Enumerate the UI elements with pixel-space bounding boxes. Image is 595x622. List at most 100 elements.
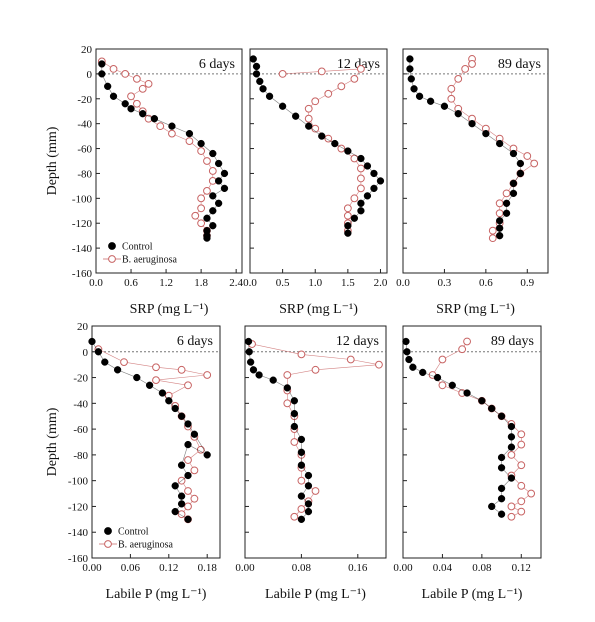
control-point [88, 337, 96, 346]
control-point [290, 422, 299, 431]
y-tick-label: -40 [77, 119, 92, 131]
control-point [297, 448, 306, 456]
control-point [292, 112, 300, 120]
plot-frame [95, 48, 243, 274]
control-point [104, 82, 112, 90]
x-tick-label: 0.12 [512, 562, 531, 574]
treatment-point [517, 481, 526, 490]
control-point [214, 177, 223, 185]
treatment-point [184, 487, 192, 495]
control-point [139, 110, 147, 118]
plot-frame [249, 48, 388, 274]
treatment-point [304, 114, 313, 123]
x-tick-label: 0.00 [82, 562, 102, 574]
control-point [509, 149, 518, 158]
control-point [344, 222, 352, 230]
control-point [433, 373, 442, 382]
x-tick-label: 0.0 [89, 277, 103, 289]
treatment-point [297, 350, 306, 359]
y-axis-title-top: Depth (mm) [45, 126, 60, 195]
x-tick-label: 0.16 [348, 562, 368, 574]
plot-frame [244, 325, 387, 559]
treatment-point [337, 144, 346, 153]
treatment-point [297, 476, 306, 485]
treatment-series-line [450, 59, 535, 239]
control-point [409, 363, 417, 371]
y-tick-label: 0 [87, 69, 93, 81]
x-tick-label: 1.5 [341, 277, 355, 289]
control-point [426, 97, 435, 105]
control-series-line [248, 341, 309, 520]
treatment-point [191, 211, 200, 220]
control-point [507, 422, 516, 431]
control-point [463, 389, 471, 397]
control-point [252, 70, 261, 78]
treatment-point [203, 157, 211, 165]
treatment-point [132, 74, 141, 83]
control-point [363, 162, 372, 170]
control-point [184, 515, 192, 523]
treatment-point [311, 365, 320, 374]
control-series-line [405, 341, 512, 515]
treatment-point [502, 189, 511, 198]
control-point [185, 129, 194, 138]
treatment-point [375, 360, 383, 369]
treatment-point [184, 456, 192, 464]
legend: Control B. aeruginosa [99, 527, 174, 551]
treatment-point [121, 69, 130, 78]
x-tick-label: 0.12 [159, 562, 178, 574]
control-point [488, 404, 496, 413]
control-point [127, 105, 135, 113]
control-point [252, 62, 261, 71]
treatment-point [278, 69, 287, 78]
control-point [98, 70, 106, 78]
control-point [344, 147, 352, 155]
legend-treatment-marker [104, 540, 112, 548]
treatment-point [311, 97, 320, 106]
control-point [101, 358, 109, 366]
treatment-point [311, 487, 320, 495]
control-point [145, 381, 154, 389]
treatment-point [144, 79, 153, 88]
y-tick-label: 0 [83, 347, 89, 359]
control-point [246, 358, 255, 366]
control-point [406, 65, 414, 73]
treatment-point [507, 450, 516, 459]
treatment-point [152, 363, 160, 372]
control-point [497, 495, 506, 503]
treatment-point [156, 122, 165, 131]
control-point [94, 348, 103, 356]
control-point [497, 464, 506, 472]
treatment-point [350, 194, 359, 203]
control-point [507, 433, 516, 441]
treatment-point [109, 65, 118, 73]
control-point [245, 348, 253, 356]
control-point [171, 404, 179, 413]
control-point [496, 224, 504, 232]
treatment-point [120, 358, 128, 366]
treatment-point [152, 376, 160, 385]
control-point [407, 75, 415, 83]
control-point [304, 500, 313, 508]
treatment-point [517, 507, 526, 516]
treatment-point [197, 147, 206, 155]
y-tick-label: -160 [72, 268, 93, 280]
control-point [357, 207, 365, 215]
control-point [454, 110, 462, 118]
x-axis-title: Labile P (mg L⁻¹) [265, 587, 366, 602]
control-point [344, 229, 352, 237]
control-point [497, 484, 506, 493]
control-point [290, 409, 299, 418]
control-point [440, 102, 449, 110]
legend-treatment-marker [108, 255, 116, 263]
control-point [190, 430, 199, 438]
y-tick-label: -80 [77, 168, 92, 180]
control-point [220, 184, 229, 193]
treatment-point [517, 430, 526, 439]
control-point [209, 207, 217, 215]
treatment-point [357, 65, 365, 73]
control-point [220, 169, 229, 178]
control-point [482, 129, 490, 138]
treatment-series-line [432, 341, 532, 518]
